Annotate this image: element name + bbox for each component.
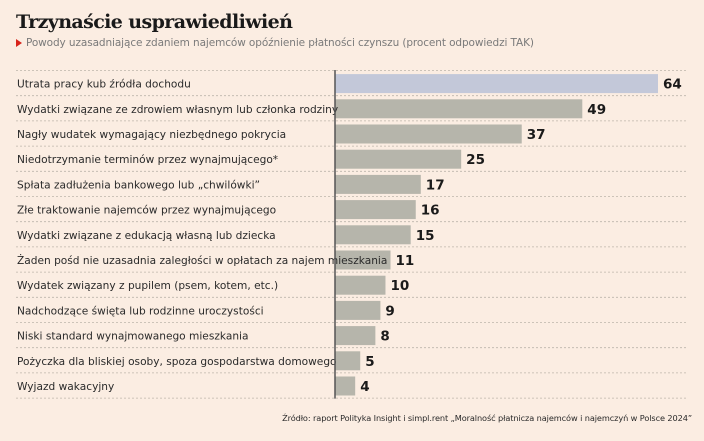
bar-7	[335, 225, 411, 245]
value-label: 64	[663, 77, 682, 93]
bar-10	[335, 300, 381, 320]
category-label: Wydatek związany z pupilem (psem, kotem,…	[17, 280, 278, 292]
value-label: 11	[396, 253, 415, 269]
category-label: Nagły wudatek wymagający niezbędnego pok…	[17, 129, 286, 141]
category-label: Wydatki związane ze zdrowiem własnym lub…	[17, 104, 338, 116]
bar-6	[335, 200, 416, 220]
value-label: 25	[466, 152, 485, 168]
category-label: Niedotrzymanie terminów przez wynajmując…	[17, 154, 278, 166]
bar-1	[335, 74, 658, 94]
value-label: 10	[390, 278, 409, 294]
value-label: 9	[385, 303, 394, 319]
bar-2	[335, 99, 583, 119]
value-label: 4	[360, 379, 369, 395]
category-label: Żaden pośd nie uzasadnia zaległości w op…	[17, 254, 387, 267]
bar-8	[335, 250, 391, 270]
value-label: 37	[527, 127, 546, 143]
category-label: Wydatki związane z edukacją własną lub d…	[17, 230, 276, 242]
chart-subtitle: Powody uzasadniające zdaniem najemców op…	[16, 37, 534, 49]
category-label: Spłata zadłużenia bankowego lub „chwilów…	[17, 179, 260, 191]
category-label: Pożyczka dla bliskiej osoby, spoza gospo…	[17, 356, 337, 368]
value-label: 15	[416, 228, 435, 244]
value-label: 49	[587, 102, 606, 118]
subtitle-text: Powody uzasadniające zdaniem najemców op…	[26, 37, 534, 49]
source-note: Źródło: raport Polityka Insight i simpl.…	[282, 413, 692, 423]
category-label: Niski standard wynajmowanego mieszkania	[17, 331, 249, 343]
bar-13	[335, 376, 356, 396]
category-label: Wyjazd wakacyjny	[17, 381, 114, 393]
bar-5	[335, 174, 421, 194]
value-label: 17	[426, 177, 445, 193]
triangle-marker-icon	[16, 39, 22, 47]
category-label: Utrata pracy kub źródła dochodu	[17, 79, 191, 91]
value-label: 8	[380, 329, 389, 345]
category-label: Nadchodzące święta lub rodzinne uroczyst…	[17, 305, 264, 317]
bar-9	[335, 275, 386, 295]
value-label: 5	[365, 354, 374, 370]
bar-11	[335, 326, 376, 346]
bar-4	[335, 149, 462, 169]
bar-3	[335, 124, 522, 144]
value-label: 16	[421, 203, 440, 219]
category-label: Złe traktowanie najemców przez wynajmują…	[17, 205, 276, 217]
bar-12	[335, 351, 361, 371]
chart-title: Trzynaście usprawiedliwień	[16, 11, 293, 33]
